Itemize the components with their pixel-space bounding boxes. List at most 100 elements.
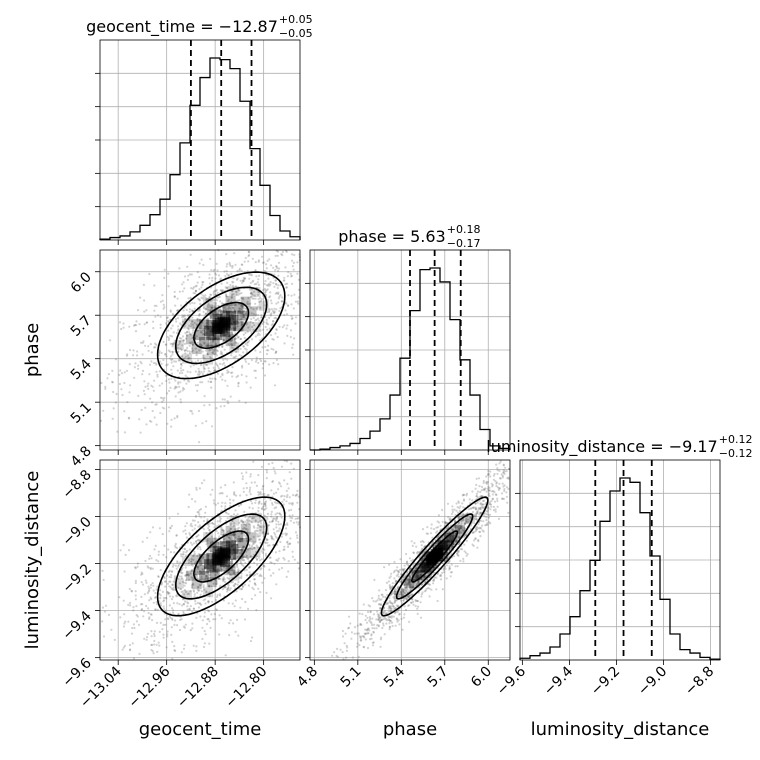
scatter-point (408, 581, 411, 584)
scatter-point (210, 380, 213, 383)
scatter-point (143, 299, 146, 302)
scatter-point (223, 398, 226, 401)
scatter-point (446, 557, 449, 560)
scatter-point (411, 598, 414, 601)
scatter-point (190, 350, 193, 353)
scatter-point (232, 533, 235, 536)
scatter-point (257, 521, 260, 524)
scatter-point (410, 601, 413, 604)
scatter-point (230, 294, 234, 297)
density-cell (400, 589, 411, 600)
density-cell (228, 314, 239, 325)
scatter-point (250, 555, 253, 558)
scatter-point (203, 404, 206, 407)
scatter-point (439, 578, 443, 581)
scatter-point (447, 539, 450, 543)
scatter-point (387, 616, 390, 619)
scatter-point (479, 511, 482, 515)
scatter-point (475, 495, 478, 498)
scatter-point (443, 544, 446, 547)
scatter-point (462, 512, 465, 516)
scatter-point (111, 380, 114, 384)
scatter-point (231, 323, 234, 326)
scatter-point (436, 530, 439, 533)
scatter-point (184, 554, 188, 557)
density-cell (240, 548, 251, 559)
scatter-point (420, 595, 423, 598)
scatter-point (187, 274, 190, 277)
scatter-point (481, 506, 484, 509)
scatter-point (147, 611, 150, 615)
scatter-point (174, 318, 178, 321)
scatter-point (149, 363, 152, 366)
scatter-point (198, 589, 201, 592)
scatter-point (181, 604, 184, 607)
scatter-point (412, 558, 415, 561)
scatter-point (396, 573, 400, 576)
scatter-point (278, 568, 281, 571)
scatter-point (208, 585, 211, 588)
scatter-point (170, 335, 173, 338)
scatter-point (415, 600, 418, 603)
scatter-point (225, 495, 229, 498)
scatter-point (231, 581, 234, 584)
scatter-point (270, 513, 273, 516)
scatter-point (297, 278, 300, 281)
scatter-point (184, 314, 187, 317)
scatter-point (474, 502, 477, 505)
scatter-point (378, 616, 381, 620)
scatter-point (189, 590, 192, 593)
scatter-point (252, 542, 256, 545)
scatter-point (154, 346, 157, 349)
scatter-point (402, 587, 405, 591)
scatter-point (208, 525, 211, 528)
density-cell (173, 578, 184, 589)
scatter-point (386, 602, 389, 606)
scatter-point (192, 291, 195, 295)
scatter-point (216, 296, 220, 299)
scatter-point (406, 584, 409, 587)
scatter-point (204, 313, 207, 316)
scatter-point (169, 350, 172, 353)
scatter-point (102, 409, 105, 412)
scatter-point (176, 369, 179, 372)
scatter-point (191, 564, 194, 567)
scatter-point (264, 325, 267, 329)
scatter-point (106, 377, 109, 380)
scatter-point (248, 506, 251, 509)
scatter-point (276, 512, 279, 515)
scatter-point (448, 538, 451, 541)
scatter-point (268, 316, 271, 319)
scatter-point (390, 616, 393, 619)
scatter-point (285, 489, 288, 492)
scatter-point (283, 479, 286, 482)
scatter-point (235, 278, 238, 281)
scatter-point (463, 493, 466, 496)
scatter-point (186, 571, 189, 574)
scatter-point (416, 599, 419, 603)
scatter-point (462, 498, 466, 501)
density-cell (206, 577, 217, 588)
density-cell (222, 533, 233, 544)
scatter-point (377, 619, 380, 622)
scatter-point (258, 538, 261, 541)
scatter-point (178, 340, 181, 344)
scatter-point (446, 557, 449, 560)
scatter-point (173, 649, 176, 652)
scatter-point (397, 570, 400, 573)
scatter-point (208, 529, 211, 532)
scatter-point (448, 537, 451, 540)
scatter-point (279, 513, 283, 517)
scatter-point (219, 517, 222, 520)
scatter-point (210, 315, 213, 318)
scatter-point (292, 353, 295, 356)
scatter-point (232, 533, 235, 536)
scatter-point (453, 525, 456, 529)
scatter-point (141, 583, 145, 586)
scatter-point (413, 568, 416, 571)
scatter-point (403, 591, 406, 594)
scatter-point (196, 318, 199, 321)
scatter-point (336, 655, 339, 658)
scatter-point (249, 320, 252, 323)
scatter-point (198, 563, 201, 566)
